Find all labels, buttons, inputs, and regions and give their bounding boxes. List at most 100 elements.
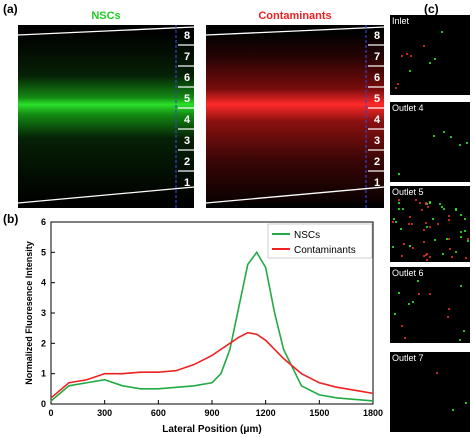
cell-dot — [393, 218, 395, 220]
cell-dot — [425, 202, 427, 204]
cell-dot — [452, 409, 454, 411]
cell-dot — [429, 226, 431, 228]
inset-label: Outlet 5 — [392, 187, 424, 197]
cell-dot — [426, 259, 428, 261]
channel-image-nscs — [18, 25, 194, 208]
channel-wall-bottom — [206, 186, 384, 204]
y-tick-label: 5 — [41, 247, 46, 257]
cell-dot — [403, 243, 405, 245]
cell-dot — [425, 222, 427, 224]
cell-dot — [426, 253, 428, 255]
outlet-number: 2 — [184, 156, 191, 168]
panel-label-b: (b) — [3, 212, 19, 226]
outlet-number: 5 — [374, 93, 381, 105]
series-line-nscs — [50, 250, 374, 402]
cell-dot — [455, 251, 457, 253]
cell-dot — [429, 293, 431, 295]
inset-label: Inlet — [392, 16, 410, 26]
cell-dot — [427, 206, 429, 208]
inset-outlet-5: Outlet 5 — [390, 186, 470, 262]
cell-dot — [426, 226, 428, 228]
cell-dot — [450, 136, 452, 138]
channel-wall-bottom — [18, 186, 194, 204]
cell-dot — [460, 231, 462, 233]
micrograph-nscs: 8 7 6 5 4 3 2 1 — [18, 25, 194, 208]
cell-dot — [455, 209, 457, 211]
cell-dot — [433, 135, 435, 137]
cell-dot — [408, 303, 410, 305]
inset-inlet: Inlet — [390, 15, 470, 95]
cell-dot — [447, 316, 449, 318]
outlet-number: 6 — [184, 72, 191, 84]
panel-label-c: (c) — [424, 2, 439, 16]
cell-dot — [401, 255, 403, 257]
cell-dot — [404, 337, 406, 339]
cell-dot — [418, 293, 420, 295]
cell-dot — [402, 208, 404, 210]
cell-dot — [465, 257, 467, 259]
legend-label-nscs: NSCs — [294, 230, 320, 241]
cell-dot — [406, 53, 408, 55]
cell-dot — [425, 203, 427, 205]
cell-dot — [398, 199, 400, 201]
panel-label-a: (a) — [3, 2, 18, 16]
fluorescence-chart: 0 300 600 900 1200 1500 1800 0 1 2 3 4 5 6 NSCs Conta… — [24, 217, 383, 435]
cell-dot — [436, 372, 438, 374]
cell-dot — [429, 62, 431, 64]
channel-image-contaminants — [206, 25, 384, 208]
cell-dot — [415, 199, 417, 201]
inset-outlet-6: Outlet 6 — [390, 267, 470, 343]
x-axis-label: Lateral Position (μm) — [162, 424, 261, 435]
x-tick-label: 0 — [48, 408, 53, 418]
cell-dot — [397, 83, 399, 85]
cell-dot — [460, 214, 462, 216]
cell-dot — [448, 238, 450, 240]
cell-dot — [398, 292, 400, 294]
cell-dot — [466, 142, 468, 144]
cell-dot — [451, 256, 453, 258]
cell-dot — [409, 245, 411, 247]
x-tick-label: 600 — [151, 408, 166, 418]
series-line-contaminants — [50, 331, 374, 399]
cell-dot — [441, 31, 443, 33]
cell-dot — [401, 55, 403, 57]
y-tick-label: 2 — [41, 338, 46, 348]
micrograph-title-nscs: NSCs — [91, 10, 121, 22]
cell-dot — [421, 209, 423, 211]
cell-dot — [443, 208, 445, 210]
legend: NSCs Contaminants — [267, 223, 373, 259]
cell-dot — [429, 202, 431, 204]
cell-dot — [448, 219, 450, 221]
outlet-number: 5 — [184, 93, 191, 105]
cell-dot — [460, 236, 462, 238]
outlet-number: 3 — [374, 135, 381, 147]
cell-dot — [467, 238, 469, 240]
cell-dot — [392, 221, 394, 223]
cell-dot — [443, 131, 445, 133]
cell-dot — [464, 218, 466, 220]
y-tick-label: 4 — [41, 278, 46, 288]
outlet-number: 8 — [374, 30, 381, 42]
y-tick-label: 0 — [41, 399, 46, 409]
cell-dot — [398, 208, 400, 210]
cell-dot — [434, 58, 436, 60]
micrograph-contaminants: 8 7 6 5 4 3 2 1 — [206, 25, 384, 208]
x-tick-label: 300 — [97, 408, 112, 418]
cell-dot — [423, 229, 425, 231]
cell-dot — [400, 228, 402, 230]
x-tick-label: 1200 — [256, 408, 276, 418]
cell-dot — [409, 70, 411, 72]
x-tick-label: 1500 — [309, 408, 329, 418]
cell-dot — [465, 402, 467, 404]
y-tick-label: 6 — [41, 217, 46, 227]
cell-dot — [423, 241, 425, 243]
cell-dot — [409, 216, 411, 218]
outlet-number: 2 — [374, 156, 381, 168]
outlet-number: 8 — [184, 30, 191, 42]
cell-dot — [429, 256, 431, 258]
outlet-number: 1 — [374, 177, 381, 189]
outlet-number: 6 — [374, 72, 381, 84]
y-axis-label: Normalized Fluoresence Intensity — [24, 241, 34, 385]
cell-dot — [408, 223, 410, 225]
cell-dot — [412, 301, 414, 303]
